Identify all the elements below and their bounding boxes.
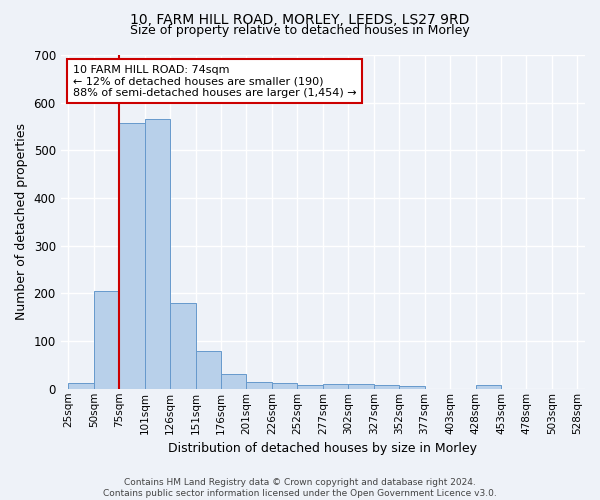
Bar	[323, 384, 348, 389]
Text: Size of property relative to detached houses in Morley: Size of property relative to detached ho…	[130, 24, 470, 37]
Text: 10 FARM HILL ROAD: 74sqm
← 12% of detached houses are smaller (190)
88% of semi-: 10 FARM HILL ROAD: 74sqm ← 12% of detach…	[73, 64, 356, 98]
Bar	[399, 386, 425, 389]
Bar	[119, 123, 145, 389]
Bar	[94, 292, 119, 389]
Bar	[298, 386, 323, 389]
Bar	[221, 374, 247, 389]
Text: Contains HM Land Registry data © Crown copyright and database right 2024.
Contai: Contains HM Land Registry data © Crown c…	[103, 478, 497, 498]
Bar	[68, 382, 94, 389]
Text: 10, FARM HILL ROAD, MORLEY, LEEDS, LS27 9RD: 10, FARM HILL ROAD, MORLEY, LEEDS, LS27 …	[130, 12, 470, 26]
Y-axis label: Number of detached properties: Number of detached properties	[15, 124, 28, 320]
Bar	[476, 386, 501, 389]
Bar	[196, 351, 221, 389]
X-axis label: Distribution of detached houses by size in Morley: Distribution of detached houses by size …	[169, 442, 478, 455]
Bar	[170, 303, 196, 389]
Bar	[247, 382, 272, 389]
Bar	[348, 384, 374, 389]
Bar	[374, 385, 399, 389]
Bar	[272, 382, 298, 389]
Bar	[145, 120, 170, 389]
